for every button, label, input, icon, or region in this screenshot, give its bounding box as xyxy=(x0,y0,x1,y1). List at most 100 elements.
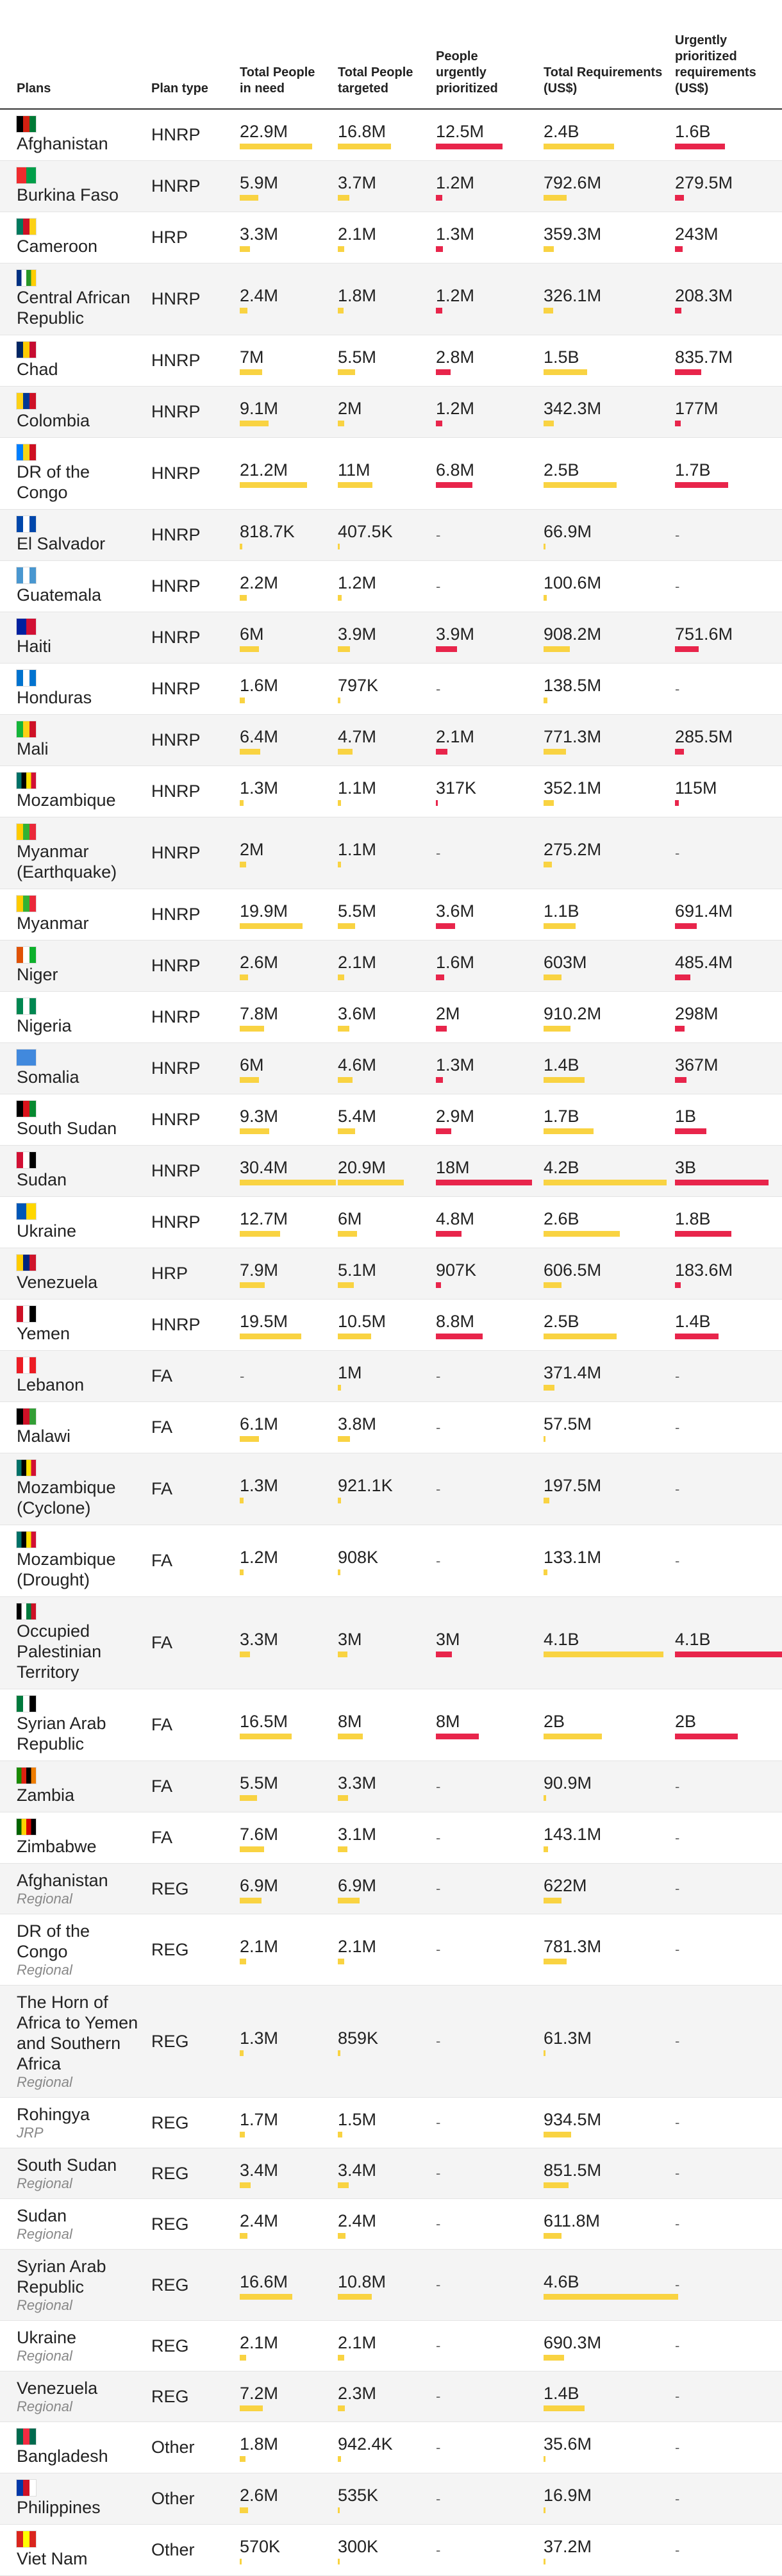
table-row[interactable]: Venezuela HRP 7.9M 5.1M 907K 606.5M 183.6M xyxy=(0,1248,782,1300)
plan-name[interactable]: Sudan xyxy=(17,2206,67,2225)
plan-name[interactable]: South Sudan xyxy=(17,2155,117,2175)
plan-name[interactable]: Yemen xyxy=(17,1324,71,1343)
header-plans[interactable]: Plans xyxy=(0,0,146,110)
table-row[interactable]: Malawi FA 6.1M 3.8M - 57.5M - xyxy=(0,1402,782,1453)
table-row[interactable]: The Horn of Africa to Yemen and Southern… xyxy=(0,1985,782,2098)
table-row[interactable]: Haiti HNRP 6M 3.9M 3.9M 908.2M 751.6M xyxy=(0,612,782,664)
plan-name[interactable]: Colombia xyxy=(17,411,90,430)
header-total-requirements[interactable]: Total Requirements (US$) xyxy=(538,0,670,110)
table-row[interactable]: DR of the Congo Regional REG 2.1M 2.1M -781.3… xyxy=(0,1914,782,1986)
table-row[interactable]: Viet Nam Other 570K 300K - 37.2M - xyxy=(0,2525,782,2576)
total-requirements-cell: 352.1M xyxy=(538,766,670,817)
plan-name[interactable]: Sudan xyxy=(17,1170,67,1189)
plan-name[interactable]: Central African Republic xyxy=(17,288,131,328)
plan-name[interactable]: Syrian Arab Republic xyxy=(17,2257,106,2296)
plan-name[interactable]: Rohingya xyxy=(17,2105,90,2124)
header-urgent-requirements[interactable]: Urgently prioritized requirements (US$) xyxy=(670,0,782,110)
table-row[interactable]: Lebanon FA - 1M - 371.4M - xyxy=(0,1350,782,1402)
plan-name[interactable]: Burkina Faso xyxy=(17,185,119,205)
plan-name[interactable]: DR of the Congo xyxy=(17,462,90,502)
plan-name[interactable]: Mozambique (Cyclone) xyxy=(17,1478,116,1518)
table-row[interactable]: Ukraine HNRP 12.7M 6M 4.8M 2.6B 1.8B xyxy=(0,1197,782,1248)
plan-name[interactable]: Cameroon xyxy=(17,237,98,256)
table-row[interactable]: Mali HNRP 6.4M 4.7M 2.1M 771.3M 285.5M xyxy=(0,714,782,766)
table-row[interactable]: Zimbabwe FA 7.6M 3.1M - 143.1M - xyxy=(0,1812,782,1864)
table-row[interactable]: Occupied Palestinian Territory FA 3.3M 3M 3M… xyxy=(0,1596,782,1689)
table-row[interactable]: Nigeria HNRP 7.8M 3.6M 2M 910.2M 298M xyxy=(0,992,782,1043)
table-row[interactable]: Honduras HNRP 1.6M 797K - 138.5M - xyxy=(0,664,782,715)
table-row[interactable]: Afghanistan HNRP 22.9M 16.8M 12.5M 2.4B 1.6B xyxy=(0,109,782,161)
plan-name[interactable]: Philippines xyxy=(17,2498,101,2517)
table-row[interactable]: Syrian Arab Republic Regional REG 16.6M 10.8… xyxy=(0,2249,782,2321)
table-row[interactable]: Syrian Arab Republic FA 16.5M 8M 8M 2B 2B xyxy=(0,1689,782,1761)
table-row[interactable]: Zambia FA 5.5M 3.3M - 90.9M - xyxy=(0,1761,782,1812)
table-row[interactable]: Bangladesh Other 1.8M 942.4K - 35.6M - xyxy=(0,2422,782,2473)
table-row[interactable]: Myanmar (Earthquake) HNRP 2M 1.1M - 275.2M - xyxy=(0,817,782,889)
table-row[interactable]: Mozambique HNRP 1.3M 1.1M 317K 352.1M 115M xyxy=(0,766,782,817)
table-row[interactable]: Burkina Faso HNRP 5.9M 3.7M 1.2M 792.6M 279.5M xyxy=(0,160,782,212)
plan-name[interactable]: Ukraine xyxy=(17,1221,77,1241)
table-row[interactable]: Sudan Regional REG 2.4M 2.4M -611.8M - xyxy=(0,2199,782,2250)
table-row[interactable]: DR of the Congo HNRP 21.2M 11M 6.8M 2.5B 1.7B xyxy=(0,438,782,510)
header-people-in-need[interactable]: Total People in need xyxy=(235,0,333,110)
table-row[interactable]: South Sudan HNRP 9.3M 5.4M 2.9M 1.7B 1B xyxy=(0,1094,782,1146)
plan-name[interactable]: Ukraine xyxy=(17,2328,77,2347)
plan-name[interactable]: Niger xyxy=(17,965,58,984)
plan-name[interactable]: Mozambique xyxy=(17,790,116,810)
header-plan-type[interactable]: Plan type xyxy=(146,0,235,110)
plan-name[interactable]: Nigeria xyxy=(17,1016,72,1035)
plan-name[interactable]: Occupied Palestinian Territory xyxy=(17,1621,102,1682)
table-row[interactable]: South Sudan Regional REG 3.4M 3.4M -851.5M - xyxy=(0,2148,782,2199)
plan-name[interactable]: El Salvador xyxy=(17,534,106,553)
header-people-urgent[interactable]: People urgently prioritized xyxy=(431,0,538,110)
people-targeted-cell: 20.9M xyxy=(333,1146,431,1197)
table-row[interactable]: Mozambique (Cyclone) FA 1.3M 921.1K - 197.5M - xyxy=(0,1453,782,1525)
plan-name[interactable]: DR of the Congo xyxy=(17,1921,90,1961)
header-people-targeted[interactable]: Total People targeted xyxy=(333,0,431,110)
plan-name[interactable]: Malawi xyxy=(17,1426,71,1446)
plan-name[interactable]: Zambia xyxy=(17,1786,75,1805)
table-row[interactable]: Mozambique (Drought) FA 1.2M 908K - 133.1M - xyxy=(0,1525,782,1597)
plan-name[interactable]: Afghanistan xyxy=(17,1871,108,1890)
plan-type: Other xyxy=(151,2489,195,2508)
table-row[interactable]: Somalia HNRP 6M 4.6M 1.3M 1.4B 367M xyxy=(0,1042,782,1094)
plan-name[interactable]: South Sudan xyxy=(17,1119,117,1138)
plan-name[interactable]: Myanmar xyxy=(17,914,89,933)
table-row[interactable]: Colombia HNRP 9.1M 2M 1.2M 342.3M 177M xyxy=(0,386,782,438)
plan-name[interactable]: Zimbabwe xyxy=(17,1837,97,1856)
urgent-requirements-cell: - xyxy=(670,2371,782,2422)
plan-name[interactable]: Haiti xyxy=(17,637,52,656)
table-row[interactable]: Guatemala HNRP 2.2M 1.2M - 100.6M - xyxy=(0,561,782,612)
plan-name[interactable]: Afghanistan xyxy=(17,134,108,153)
plan-name[interactable]: Viet Nam xyxy=(17,2549,88,2568)
table-row[interactable]: Myanmar HNRP 19.9M 5.5M 3.6M 1.1B 691.4M xyxy=(0,889,782,941)
table-row[interactable]: Chad HNRP 7M 5.5M 2.8M 1.5B 835.7M xyxy=(0,335,782,387)
people-in-need-cell: 5.5M xyxy=(235,1761,333,1812)
table-row[interactable]: El Salvador HNRP 818.7K 407.5K - 66.9M - xyxy=(0,509,782,561)
table-row[interactable]: Cameroon HRP 3.3M 2.1M 1.3M 359.3M 243M xyxy=(0,212,782,263)
table-row[interactable]: Venezuela Regional REG 7.2M 2.3M -1.4B - xyxy=(0,2371,782,2422)
plan-name[interactable]: Somalia xyxy=(17,1067,79,1087)
table-row[interactable]: Sudan HNRP 30.4M 20.9M 18M 4.2B 3B xyxy=(0,1145,782,1197)
plan-name[interactable]: Guatemala xyxy=(17,585,102,605)
table-row[interactable]: Ukraine Regional REG 2.1M 2.1M - 690.3M - xyxy=(0,2321,782,2371)
table-row[interactable]: Rohingya JRP REG 1.7M 1.5M -934.5M - xyxy=(0,2098,782,2148)
plan-name[interactable]: Venezuela xyxy=(17,2379,98,2398)
table-row[interactable]: Afghanistan Regional REG 6.9M 6.9M -622M - xyxy=(0,1863,782,1914)
table-row[interactable]: Niger HNRP 2.6M 2.1M 1.6M 603M 485.4M xyxy=(0,940,782,992)
plan-name[interactable]: Mali xyxy=(17,739,49,758)
table-row[interactable]: Philippines Other 2.6M 535K - 16.9M - xyxy=(0,2473,782,2525)
table-row[interactable]: Yemen HNRP 19.5M 10.5M 8.8M 2.5B 1.4B xyxy=(0,1300,782,1351)
people-urgent-value: - xyxy=(436,1829,441,1846)
plan-name[interactable]: Honduras xyxy=(17,688,92,707)
plan-name[interactable]: Venezuela xyxy=(17,1273,98,1292)
plan-name[interactable]: Syrian Arab Republic xyxy=(17,1714,106,1753)
plan-name[interactable]: The Horn of Africa to Yemen and Southern… xyxy=(17,1993,138,2073)
plan-name[interactable]: Bangladesh xyxy=(17,2446,108,2466)
urgent-requirements-value: - xyxy=(675,1941,680,1957)
plan-name[interactable]: Mozambique (Drought) xyxy=(17,1550,116,1589)
plan-name[interactable]: Chad xyxy=(17,360,58,379)
plan-name[interactable]: Lebanon xyxy=(17,1375,85,1394)
table-row[interactable]: Central African Republic HNRP 2.4M 1.8M 1.2M… xyxy=(0,263,782,335)
plan-name[interactable]: Myanmar (Earthquake) xyxy=(17,842,117,882)
